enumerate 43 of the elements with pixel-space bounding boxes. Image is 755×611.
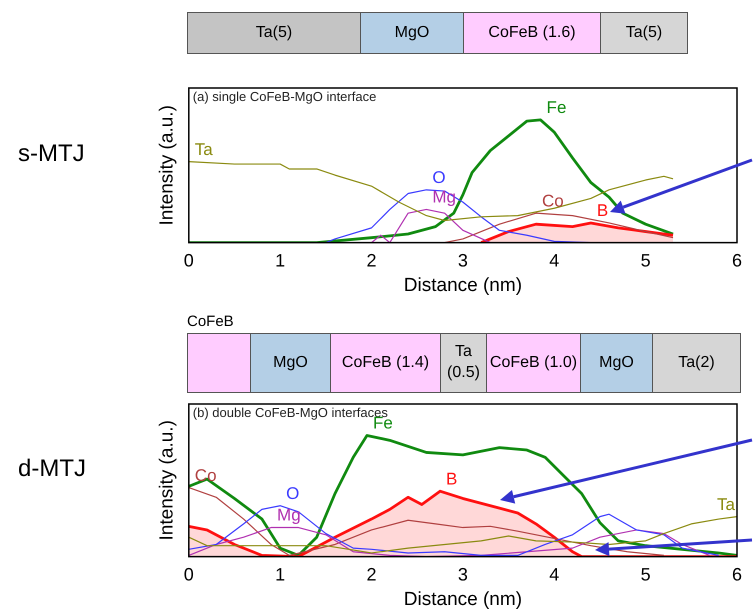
x-tick-label: 4 <box>549 564 560 584</box>
text: d-MTJ <box>18 455 86 483</box>
x-tick-label: 2 <box>366 564 377 584</box>
series-label: Mg <box>432 188 456 207</box>
series-label: O <box>286 484 300 503</box>
y-axis-title: Intensity (a.u.) <box>156 420 178 540</box>
x-tick-label: 3 <box>458 564 468 584</box>
x-tick-label: 3 <box>458 250 468 270</box>
layer-block: Ta(5) <box>187 12 361 54</box>
x-tick-label: 0 <box>184 250 194 270</box>
chart-title: (a) single CoFeB-MgO interface <box>192 89 376 104</box>
layer-block: CoFeB (1.6) <box>463 12 601 54</box>
x-tick-label: 2 <box>366 250 377 270</box>
x-tick-label: 1 <box>275 564 286 584</box>
layer-block: Ta(5) <box>600 12 688 54</box>
x-tick-label: 5 <box>640 250 651 270</box>
x-tick-label: 6 <box>732 564 742 584</box>
layer-block: Ta (0.5) <box>440 333 487 393</box>
series-label: Fe <box>546 98 566 118</box>
text: s-MTJ <box>18 140 85 168</box>
text: CoFeB <box>187 313 234 330</box>
layer-block: CoFeB (1.4) <box>330 333 441 393</box>
x-tick-label: 1 <box>275 250 286 270</box>
layer-block: MgO <box>360 12 464 54</box>
layer-block: CoFeB (1.0) <box>486 333 581 393</box>
x-axis-title: Distance (nm) <box>404 588 522 610</box>
series-label: Co <box>542 191 564 210</box>
series-label: B <box>596 201 608 220</box>
series-label: Ta <box>717 494 736 514</box>
series-label: Mg <box>277 506 301 525</box>
x-tick-label: 5 <box>640 564 651 584</box>
series-label: Co <box>194 466 217 485</box>
x-tick-label: 4 <box>549 250 560 270</box>
series-label: O <box>432 168 446 188</box>
series-label: B <box>446 469 458 488</box>
x-axis-title: Distance (nm) <box>404 274 522 296</box>
layer-block: MgO <box>580 333 653 393</box>
x-tick-label: 0 <box>184 564 194 584</box>
y-axis-title: Intensity (a.u.) <box>156 105 178 226</box>
series-label: Ta <box>194 140 214 159</box>
layer-block: Ta(2) <box>652 333 741 393</box>
x-tick-label: 6 <box>732 250 742 270</box>
layer-block: MgO <box>250 333 331 393</box>
